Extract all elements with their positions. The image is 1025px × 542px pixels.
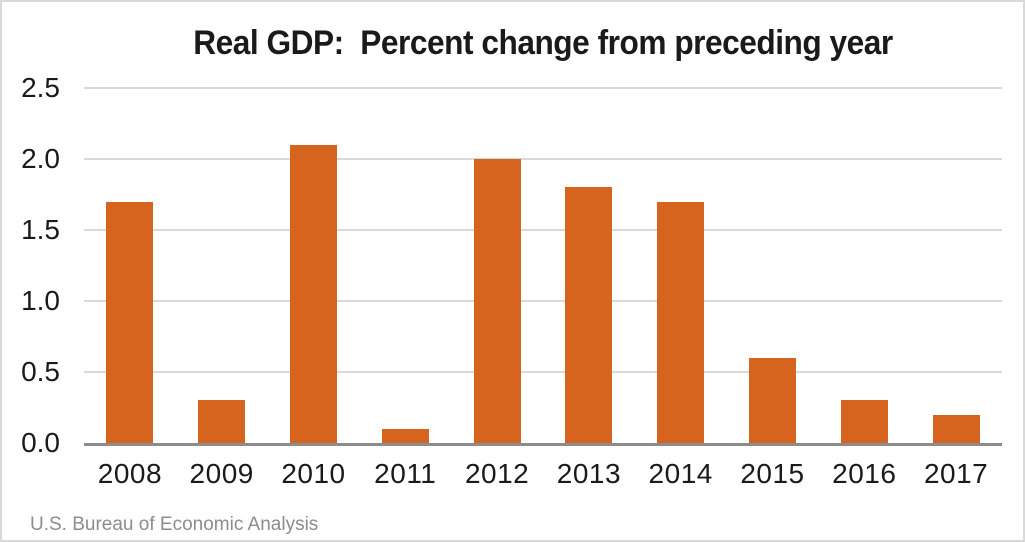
- gridline-2.0: [84, 158, 1002, 160]
- x-axis-label-2012: 2012: [464, 458, 530, 489]
- x-axis-label-2015: 2015: [740, 458, 805, 489]
- source-note: U.S. Bureau of Economic Analysis: [30, 514, 319, 535]
- bar-2012: [473, 159, 521, 443]
- bar-2013: [565, 187, 613, 443]
- x-axis-label-2011: 2011: [374, 458, 437, 489]
- bar-2015: [749, 357, 796, 443]
- y-axis-tick-label-0.0: 0.0: [21, 427, 60, 458]
- x-axis-label-2017: 2017: [923, 458, 989, 489]
- bar-2014: [657, 201, 705, 443]
- y-axis-tick-label-1.5: 1.5: [21, 214, 60, 245]
- gridline-0.5: [84, 371, 1002, 373]
- y-axis-tick-label-2.5: 2.5: [21, 72, 60, 103]
- x-axis-label-2010: 2010: [281, 458, 346, 489]
- y-axis-tick-label-2.0: 2.0: [21, 143, 60, 174]
- gridline-1.5: [84, 229, 1002, 231]
- plot-area: [84, 87, 1002, 446]
- gridline-2.5: [84, 87, 1002, 89]
- bar-2010: [290, 144, 337, 443]
- y-axis-tick-label-0.5: 0.5: [21, 356, 60, 387]
- x-axis-label-2016: 2016: [832, 458, 897, 489]
- bar-2011: [381, 428, 429, 443]
- x-axis-label-2013: 2013: [556, 458, 622, 489]
- x-axis-label-2014: 2014: [648, 458, 713, 489]
- y-axis-tick-label-1.0: 1.0: [21, 285, 60, 316]
- bar-2017: [932, 414, 980, 443]
- x-axis-line: [84, 443, 1002, 446]
- x-axis-label-2009: 2009: [189, 458, 254, 489]
- chart-title: Real GDP: Percent change from preceding …: [193, 24, 893, 62]
- bar-2008: [106, 201, 154, 443]
- x-axis-label-2008: 2008: [97, 458, 163, 489]
- bar-2016: [840, 400, 888, 443]
- gridline-1.0: [84, 300, 1002, 302]
- bar-2009: [198, 400, 246, 443]
